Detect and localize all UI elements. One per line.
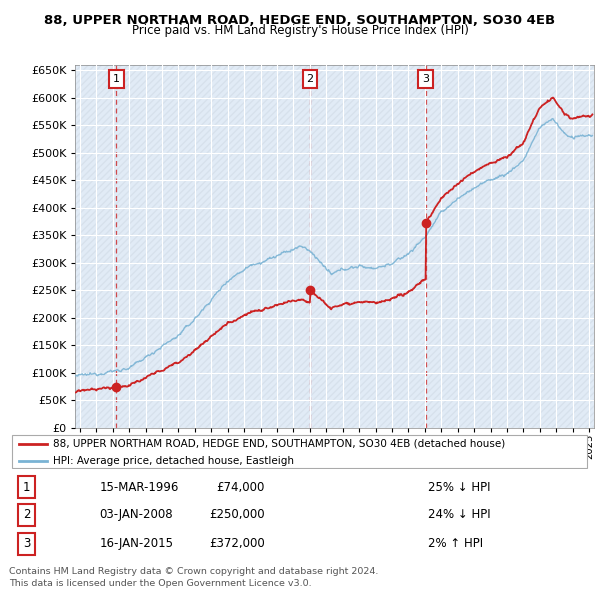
Text: 1: 1	[113, 74, 120, 84]
Bar	[75, 65, 594, 428]
Text: £250,000: £250,000	[209, 508, 265, 522]
Text: 1: 1	[23, 481, 30, 494]
Text: Price paid vs. HM Land Registry's House Price Index (HPI): Price paid vs. HM Land Registry's House …	[131, 24, 469, 37]
Text: 3: 3	[23, 537, 30, 550]
Text: Contains HM Land Registry data © Crown copyright and database right 2024.
This d: Contains HM Land Registry data © Crown c…	[9, 567, 379, 588]
Text: 88, UPPER NORTHAM ROAD, HEDGE END, SOUTHAMPTON, SO30 4EB: 88, UPPER NORTHAM ROAD, HEDGE END, SOUTH…	[44, 14, 556, 27]
Text: 2: 2	[23, 508, 30, 522]
Text: 03-JAN-2008: 03-JAN-2008	[99, 508, 173, 522]
Text: 88, UPPER NORTHAM ROAD, HEDGE END, SOUTHAMPTON, SO30 4EB (detached house): 88, UPPER NORTHAM ROAD, HEDGE END, SOUTH…	[53, 438, 505, 448]
Text: 16-JAN-2015: 16-JAN-2015	[99, 537, 173, 550]
Text: 24% ↓ HPI: 24% ↓ HPI	[428, 508, 491, 522]
Text: 15-MAR-1996: 15-MAR-1996	[99, 481, 179, 494]
Bar	[75, 65, 594, 428]
Text: 2: 2	[307, 74, 314, 84]
Text: 25% ↓ HPI: 25% ↓ HPI	[428, 481, 491, 494]
Text: £372,000: £372,000	[209, 537, 265, 550]
Text: 3: 3	[422, 74, 429, 84]
Text: 2% ↑ HPI: 2% ↑ HPI	[428, 537, 483, 550]
Text: HPI: Average price, detached house, Eastleigh: HPI: Average price, detached house, East…	[53, 456, 293, 466]
FancyBboxPatch shape	[12, 435, 587, 468]
Text: £74,000: £74,000	[217, 481, 265, 494]
